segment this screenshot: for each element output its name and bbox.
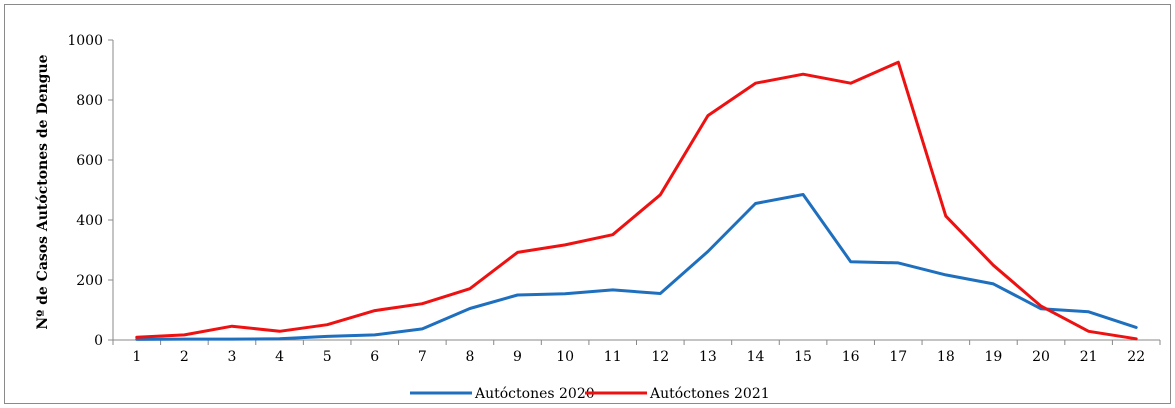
data-point <box>564 244 566 246</box>
x-tick-label: 22 <box>1127 349 1145 365</box>
y-axis-label: Nº de Casos Autóctones de Dengue <box>35 54 51 329</box>
data-point <box>659 292 662 295</box>
x-tick-label: 18 <box>937 349 955 365</box>
x-tick-labels: 1 2 3 4 5 6 7 8 9 10 11 12 13 14 15 16 17 18 19 20 21 22 <box>112 340 1161 365</box>
data-point <box>802 73 804 75</box>
legend-label: Autóctones 2020 <box>474 386 595 402</box>
data-point <box>659 194 662 196</box>
data-point <box>897 262 900 264</box>
x-tick-label: 17 <box>889 349 907 365</box>
x-tick-label: 16 <box>842 349 860 365</box>
series-line-2 <box>135 60 1138 341</box>
x-tick-label: 8 <box>465 349 474 365</box>
x-tick-label: 5 <box>323 349 332 365</box>
data-point <box>326 323 328 326</box>
data-point <box>516 251 519 254</box>
x-tick-label: 10 <box>556 349 574 365</box>
data-point <box>992 264 995 267</box>
x-tick-label: 11 <box>604 349 622 365</box>
y-tick-label: 1000 <box>67 33 103 49</box>
data-point <box>707 114 709 117</box>
data-point <box>849 82 852 84</box>
x-tick-label: 20 <box>1032 349 1050 365</box>
x-tick-label: 21 <box>1080 349 1098 365</box>
y-tick-label: 200 <box>76 273 103 289</box>
y-tick-label: 400 <box>76 213 103 229</box>
data-point <box>1087 311 1090 313</box>
data-point <box>278 330 281 333</box>
data-point <box>611 289 614 291</box>
y-tick-label: 600 <box>76 153 103 169</box>
data-point <box>802 193 804 196</box>
x-tick-label: 9 <box>513 349 522 365</box>
series-line-1 <box>135 193 1138 341</box>
x-tick-label: 13 <box>699 349 717 365</box>
axes <box>112 40 1160 341</box>
x-tick-label: 4 <box>275 349 284 365</box>
data-point <box>326 335 328 338</box>
x-tick-label: 2 <box>180 349 189 365</box>
data-point <box>611 233 614 236</box>
data-point <box>564 293 566 295</box>
data-point <box>754 82 757 84</box>
data-point <box>421 328 424 330</box>
legend-label: Autóctones 2021 <box>649 386 770 402</box>
data-point <box>1040 308 1042 310</box>
data-point <box>1087 330 1090 333</box>
data-point <box>707 250 709 253</box>
data-point <box>373 309 376 312</box>
data-point <box>135 336 138 339</box>
x-tick-label: 3 <box>228 349 237 365</box>
data-point <box>849 260 852 263</box>
series-lines <box>135 60 1138 341</box>
data-point <box>754 202 757 205</box>
data-point <box>135 338 138 341</box>
data-point <box>1135 326 1138 329</box>
y-tick-label: 800 <box>76 93 103 109</box>
data-point <box>231 325 233 328</box>
y-tick-label: 0 <box>94 333 103 349</box>
x-tick-label: 15 <box>794 349 812 365</box>
data-point <box>1040 305 1042 307</box>
x-tick-label: 1 <box>132 349 141 365</box>
data-point <box>992 283 995 285</box>
data-point <box>945 274 947 276</box>
data-point <box>516 294 519 296</box>
chart-frame <box>4 4 1171 404</box>
x-tick-label: 19 <box>985 349 1003 365</box>
data-point <box>278 338 281 340</box>
data-point <box>469 287 471 290</box>
data-point <box>469 307 471 310</box>
x-tick-label: 6 <box>370 349 379 365</box>
data-point <box>231 338 233 340</box>
x-tick-label: 12 <box>651 349 669 365</box>
data-point <box>897 61 900 63</box>
data-point <box>183 338 186 340</box>
x-tick-label: 7 <box>418 349 427 365</box>
x-tick-label: 14 <box>747 349 765 365</box>
y-tick-labels: 0 200 400 600 800 1000 <box>67 33 113 349</box>
legend: Autóctones 2020 Autóctones 2021 <box>410 386 770 402</box>
data-point <box>183 334 186 336</box>
data-point <box>421 302 424 305</box>
data-point <box>373 334 376 336</box>
data-point <box>1135 338 1138 340</box>
data-point <box>945 215 947 217</box>
